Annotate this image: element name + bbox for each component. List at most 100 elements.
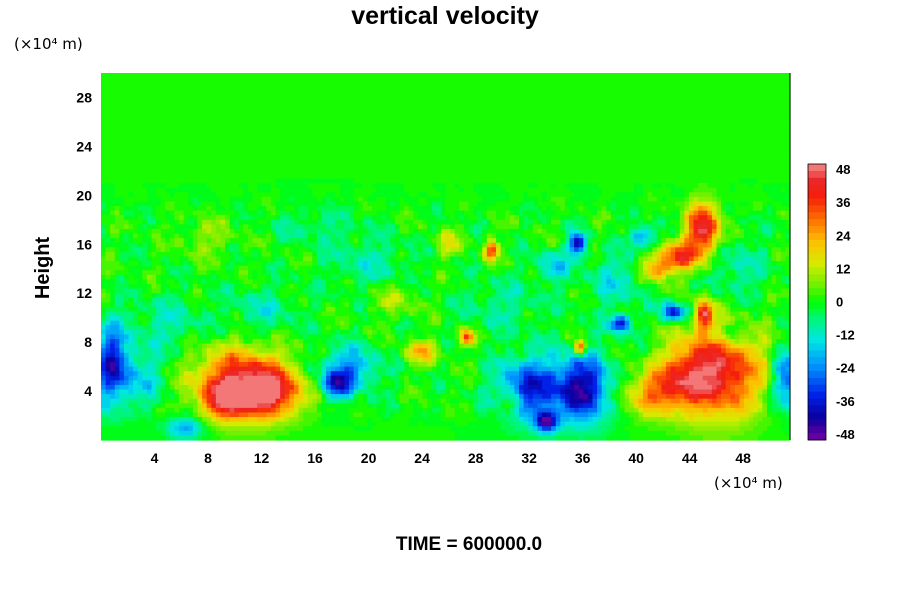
- heatmap-cell: [739, 183, 745, 189]
- heatmap-cell: [629, 210, 635, 216]
- heatmap-cell: [551, 128, 557, 134]
- heatmap-cell: [211, 114, 217, 120]
- heatmap-cell: [349, 95, 355, 102]
- heatmap-cell: [156, 187, 162, 193]
- heatmap-cell: [785, 219, 791, 225]
- heatmap-cell: [390, 164, 396, 170]
- heatmap-cell: [647, 86, 653, 92]
- heatmap-cell: [151, 100, 157, 106]
- heatmap-cell: [275, 114, 281, 120]
- heatmap-cell: [234, 86, 240, 92]
- heatmap-cell: [353, 206, 359, 212]
- heatmap-cell: [220, 128, 226, 134]
- heatmap-cell: [174, 150, 180, 157]
- heatmap-cell: [404, 187, 410, 193]
- heatmap-cell: [312, 196, 318, 203]
- heatmap-cell: [179, 178, 185, 184]
- heatmap-cell: [156, 137, 162, 143]
- heatmap-cell: [101, 169, 107, 175]
- heatmap-cell: [560, 118, 566, 125]
- heatmap-cell: [142, 77, 148, 83]
- heatmap-cell: [656, 187, 662, 193]
- heatmap-cell: [496, 123, 502, 129]
- heatmap-cell: [473, 95, 479, 102]
- heatmap-cell: [349, 178, 355, 184]
- heatmap-cell: [523, 164, 529, 170]
- heatmap-cell: [597, 82, 603, 88]
- heatmap-cell: [431, 91, 437, 97]
- heatmap-cell: [367, 86, 373, 92]
- heatmap-cell: [587, 146, 594, 152]
- heatmap-cell: [133, 128, 139, 134]
- heatmap-cell: [555, 192, 561, 198]
- heatmap-cell: [156, 192, 162, 198]
- heatmap-cell: [165, 86, 171, 92]
- heatmap-cell: [220, 173, 226, 180]
- heatmap-cell: [776, 146, 782, 152]
- heatmap-cell: [610, 169, 617, 175]
- heatmap-cell: [523, 114, 529, 120]
- heatmap-cell: [422, 77, 428, 83]
- heatmap-cell: [119, 178, 125, 184]
- heatmap-cell: [358, 183, 364, 189]
- heatmap-cell: [243, 183, 249, 189]
- heatmap-cell: [541, 118, 548, 125]
- heatmap-cell: [523, 95, 529, 102]
- heatmap-cell: [156, 132, 162, 138]
- heatmap-cell: [307, 137, 313, 143]
- heatmap-cell: [739, 164, 745, 170]
- heatmap-cell: [413, 215, 419, 221]
- heatmap-cell: [335, 150, 341, 157]
- heatmap-cell: [174, 118, 180, 125]
- heatmap-cell: [431, 86, 437, 92]
- heatmap-cell: [174, 160, 180, 166]
- heatmap-cell: [358, 77, 364, 83]
- heatmap-cell: [229, 196, 235, 203]
- heatmap-cell: [422, 114, 428, 120]
- heatmap-cell: [422, 146, 428, 152]
- heatmap-cell: [211, 73, 217, 79]
- heatmap-cell: [390, 206, 396, 212]
- heatmap-cell: [688, 173, 695, 180]
- heatmap-cell: [514, 86, 520, 92]
- heatmap-cell: [463, 196, 470, 203]
- heatmap-cell: [431, 82, 437, 88]
- heatmap-cell: [225, 206, 231, 212]
- heatmap-cell: [252, 128, 258, 134]
- heatmap-cell: [119, 192, 125, 198]
- heatmap-cell: [146, 123, 153, 129]
- heatmap-cell: [298, 160, 304, 166]
- heatmap-cell: [339, 169, 346, 175]
- heatmap-cell: [270, 114, 277, 120]
- heatmap-cell: [390, 196, 396, 203]
- heatmap-cell: [445, 187, 451, 193]
- heatmap-cell: [165, 118, 171, 125]
- heatmap-cell: [486, 73, 493, 79]
- heatmap-cell: [500, 95, 506, 102]
- heatmap-cell: [597, 192, 603, 198]
- heatmap-cell: [730, 118, 736, 125]
- heatmap-cell: [275, 215, 281, 221]
- heatmap-cell: [151, 187, 157, 193]
- heatmap-cell: [146, 109, 153, 115]
- heatmap-cell: [358, 192, 364, 198]
- heatmap-cell: [569, 173, 575, 180]
- heatmap-cell: [326, 128, 332, 134]
- heatmap-cell: [417, 137, 424, 143]
- heatmap-cell: [298, 128, 304, 134]
- heatmap-cell: [440, 150, 447, 157]
- heatmap-cell: [564, 128, 571, 134]
- heatmap-cell: [211, 118, 217, 125]
- heatmap-cell: [744, 109, 750, 115]
- heatmap-cell: [454, 73, 460, 79]
- heatmap-cell: [665, 215, 672, 221]
- heatmap-cell: [307, 215, 313, 221]
- heatmap-cell: [105, 215, 111, 221]
- heatmap-cell: [261, 173, 267, 180]
- heatmap-cell: [560, 187, 566, 193]
- heatmap-cell: [431, 128, 437, 134]
- heatmap-cell: [661, 169, 667, 175]
- heatmap-cell: [280, 77, 286, 83]
- heatmap-cell: [665, 210, 672, 216]
- heatmap-cell: [702, 206, 708, 212]
